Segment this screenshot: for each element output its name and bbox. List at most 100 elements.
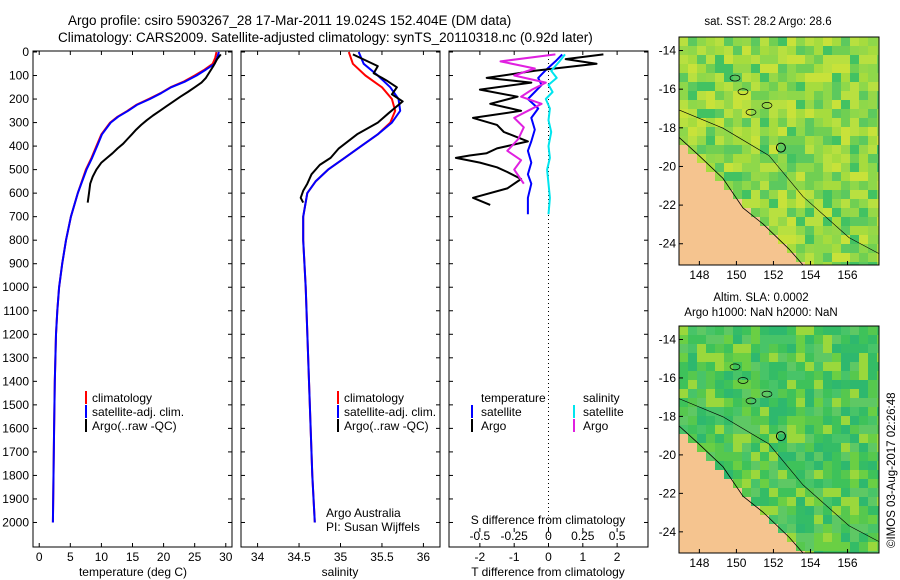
- map-cell: [805, 515, 814, 524]
- reef-outline: [745, 397, 757, 405]
- map-cell: [769, 154, 778, 163]
- map-cell: [805, 172, 814, 181]
- figure-title-line1: Argo profile: csiro 5903267_28 17-Mar-20…: [68, 13, 512, 28]
- map-cell: [760, 533, 769, 542]
- map-cell: [688, 109, 697, 118]
- map-cell: [688, 515, 697, 524]
- map-cell: [805, 533, 814, 542]
- map-cell: [796, 416, 805, 425]
- map-cell: [769, 443, 778, 452]
- map-cell: [697, 226, 706, 235]
- map-cell: [877, 145, 879, 154]
- map-cell: [751, 100, 760, 109]
- map-cell: [778, 100, 787, 109]
- map-cell: [805, 434, 814, 443]
- map-cell: [769, 145, 778, 154]
- map-cell: [724, 145, 733, 154]
- map-cell: [778, 37, 787, 46]
- legend-label-s-satellite: satellite: [583, 405, 624, 419]
- map-cell: [751, 244, 760, 253]
- map-cell: [823, 208, 832, 217]
- map-cell: [832, 190, 841, 199]
- map-cell: [688, 235, 697, 244]
- map-cell: [814, 542, 823, 551]
- map-cell: [733, 244, 742, 253]
- map-cell: [760, 551, 769, 553]
- map-cell: [823, 127, 832, 136]
- map-cell: [742, 118, 751, 127]
- map-cell: [697, 362, 706, 371]
- map-cell: [706, 217, 715, 226]
- x-tick-label: 36: [417, 550, 431, 564]
- map-cell: [832, 389, 841, 398]
- map-cell: [859, 479, 868, 488]
- map-cell: [733, 163, 742, 172]
- map-cell: [841, 262, 850, 265]
- map-cell: [823, 335, 832, 344]
- map-cell: [769, 37, 778, 46]
- map-cell: [778, 551, 787, 553]
- map-cell: [805, 551, 814, 553]
- map-cell: [706, 461, 715, 470]
- map-cell: [679, 226, 688, 235]
- map-cell: [832, 524, 841, 533]
- map-cell: [679, 524, 688, 533]
- map-cell: [796, 461, 805, 470]
- map-cell: [832, 371, 841, 380]
- map-cell: [724, 488, 733, 497]
- map-cell: [877, 452, 879, 461]
- map-cell: [724, 353, 733, 362]
- map-x-tick-label: 148: [689, 268, 709, 282]
- x-tick-label: 5: [67, 550, 74, 564]
- map-cell: [733, 190, 742, 199]
- map-cell: [814, 371, 823, 380]
- map-cell: [760, 515, 769, 524]
- map-cell: [724, 226, 733, 235]
- top-x-tick-label: 0: [545, 529, 552, 543]
- map-cell: [760, 226, 769, 235]
- y-tick-label: 1900: [2, 492, 29, 506]
- map-cell: [778, 416, 787, 425]
- difference-legend: temperature salinity satellite Argo sate…: [471, 391, 624, 433]
- map-cell: [751, 380, 760, 389]
- map-cell: [868, 461, 877, 470]
- map-cell: [841, 416, 850, 425]
- map-cell: [832, 154, 841, 163]
- map-cell: [823, 479, 832, 488]
- map-cell: [706, 479, 715, 488]
- map-cell: [760, 470, 769, 479]
- map-cell: [877, 109, 879, 118]
- map-cell: [787, 181, 796, 190]
- map-cell: [733, 262, 742, 265]
- map-cell: [850, 425, 859, 434]
- map-cell: [859, 118, 868, 127]
- map-cell: [688, 542, 697, 551]
- map-cell: [760, 235, 769, 244]
- map-cell: [751, 181, 760, 190]
- map-cell: [715, 380, 724, 389]
- map-cell: [796, 199, 805, 208]
- map-y-tick-label: -18: [659, 409, 677, 423]
- map-cell: [697, 443, 706, 452]
- map-cell: [805, 452, 814, 461]
- map-cell: [751, 506, 760, 515]
- map-cell: [724, 64, 733, 73]
- shelf-contour: [678, 398, 880, 542]
- map-cell: [715, 163, 724, 172]
- map-cell: [733, 335, 742, 344]
- map-cell: [805, 470, 814, 479]
- y-tick-label: 1100: [3, 304, 29, 318]
- map-cell: [868, 163, 877, 172]
- map-cell: [832, 344, 841, 353]
- map-cell: [832, 262, 841, 265]
- map-x-tick-label: 148: [689, 556, 709, 570]
- map-x-tick-label: 150: [726, 268, 746, 282]
- map-cell: [751, 551, 760, 553]
- map-cell: [850, 461, 859, 470]
- map-cell: [859, 91, 868, 100]
- map-cell: [733, 380, 742, 389]
- map-cell: [688, 389, 697, 398]
- map-cell: [706, 398, 715, 407]
- map-cell: [778, 335, 787, 344]
